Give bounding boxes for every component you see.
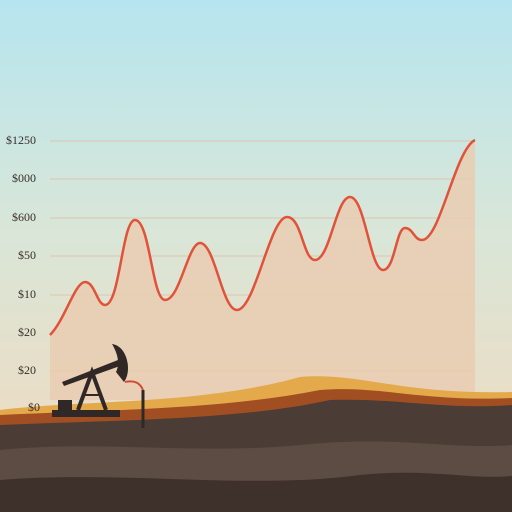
axis-labels: $1250 $000 $600 $50 $10 $20 $20 $0 [6,133,40,414]
axis-label: $50 [18,248,36,262]
axis-label: $000 [12,171,36,185]
axis-label: $0 [28,400,40,414]
area [50,140,475,400]
pump-jack [52,344,145,428]
ground [0,376,512,512]
axis-label: $600 [12,210,36,224]
axis-label: $10 [18,287,36,301]
axis-label: $1250 [6,133,36,147]
axis-label: $20 [18,363,36,377]
line [49,138,476,336]
axis-label: $20 [18,325,36,339]
